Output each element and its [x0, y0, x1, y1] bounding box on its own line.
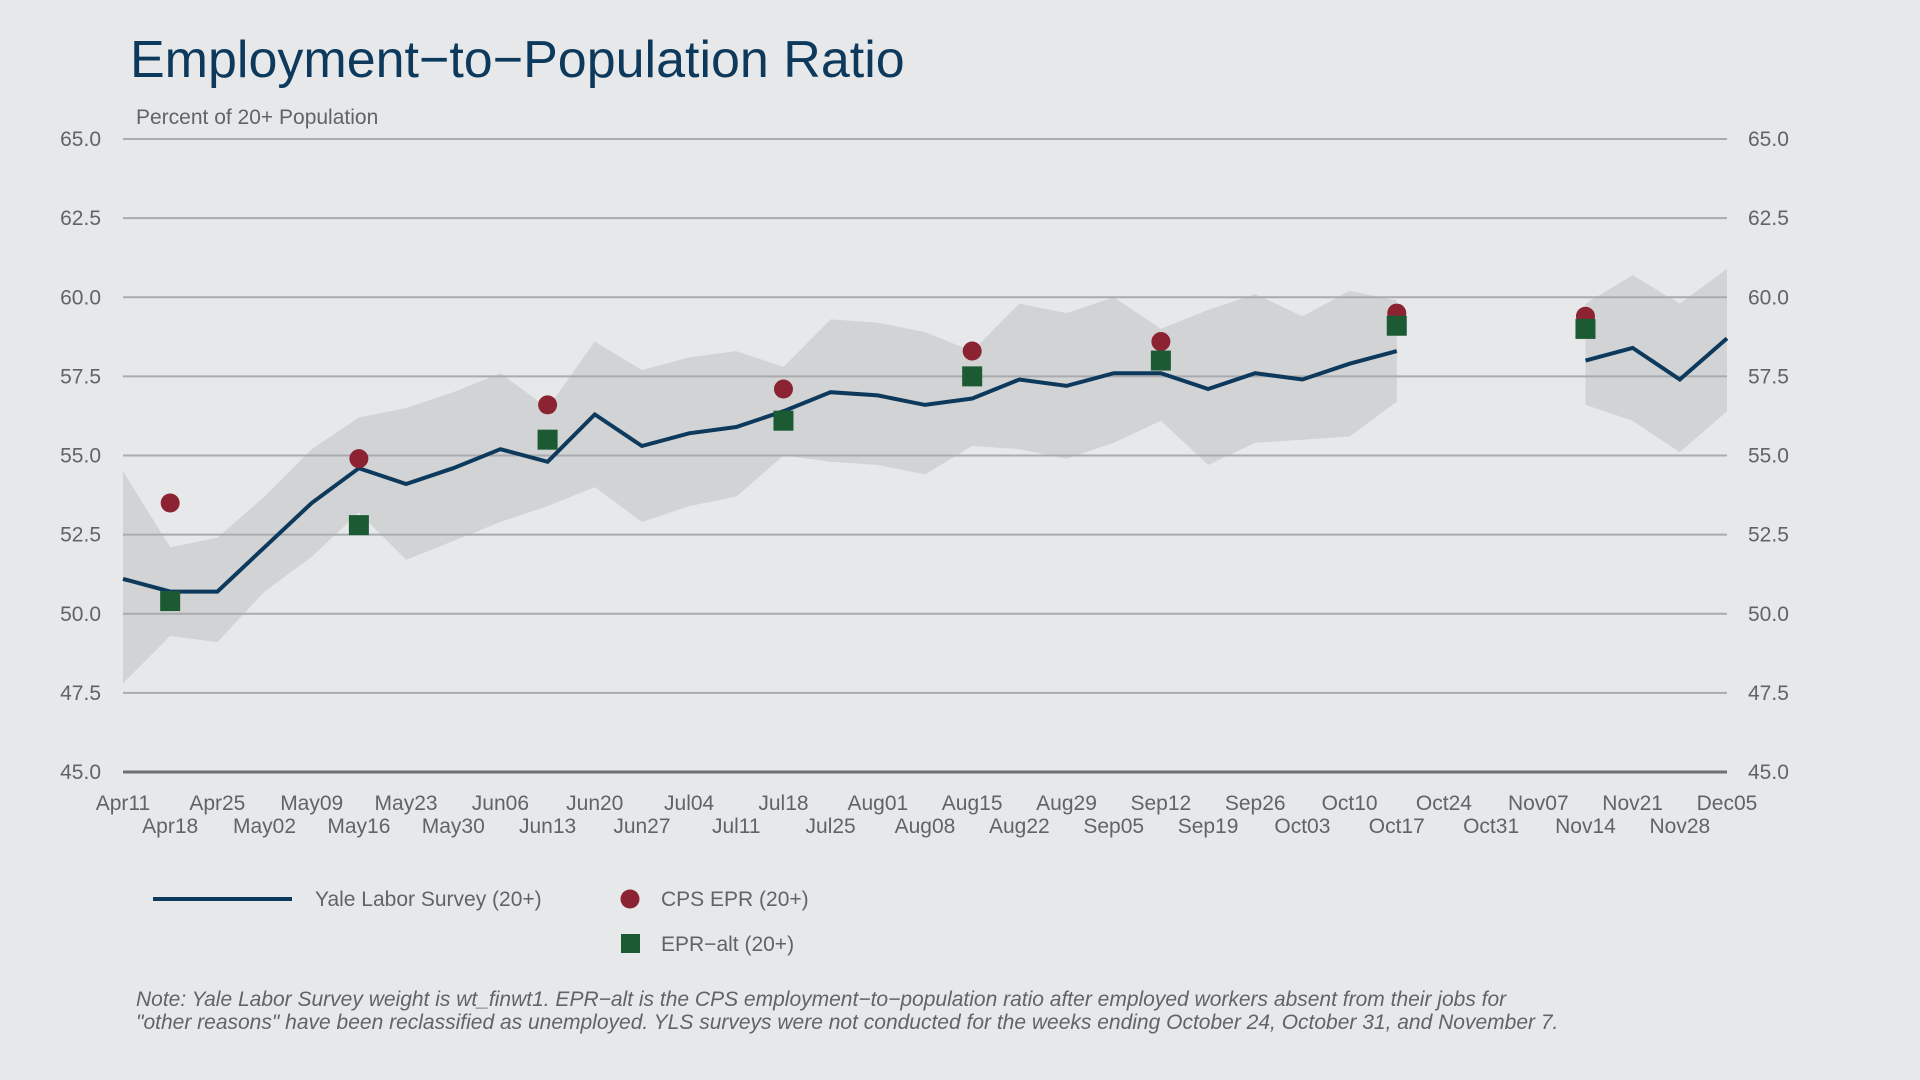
x-tick-Apr18: Apr18: [142, 815, 198, 838]
y-tick-left-55.0: 55.0: [60, 445, 101, 468]
x-tick-Nov07: Nov07: [1508, 792, 1569, 815]
y-tick-right-47.5: 47.5: [1748, 682, 1789, 705]
x-tick-Apr11: Apr11: [96, 792, 150, 815]
yls-series: [122, 336, 1729, 594]
y-tick-right-45.0: 45.0: [1748, 761, 1789, 784]
chart-title: Employment−to−Population Ratio: [130, 31, 905, 89]
x-tick-Jul25: Jul25: [806, 815, 856, 838]
x-tick-Oct17: Oct17: [1369, 815, 1425, 838]
x-tick-Oct31: Oct31: [1463, 815, 1519, 838]
cps-point-Apr18: [160, 493, 180, 513]
confidence-band-segment-2: [1585, 268, 1727, 453]
y-axis-right: 45.0 47.5 50.0 52.5 55.0 57.5 60.0 62.5 65.0: [1748, 128, 1789, 784]
x-tick-Jul04: Jul04: [664, 792, 715, 815]
y-tick-left-60.0: 60.0: [60, 286, 101, 309]
epr-alt-point-Apr18: [160, 591, 181, 612]
x-tick-Aug08: Aug08: [895, 815, 956, 838]
grid-lines: [123, 138, 1727, 774]
x-tick-Jul11: Jul11: [712, 815, 761, 838]
note-line-2: "other reasons" have been reclassified a…: [136, 1011, 1559, 1034]
y-tick-left-50.0: 50.0: [60, 603, 101, 626]
cps-point-Aug15: [962, 341, 982, 361]
x-tick-Sep26: Sep26: [1225, 792, 1286, 815]
x-tick-Jun27: Jun27: [613, 815, 670, 838]
epr-alt-point-Aug15: [962, 366, 983, 387]
chart-subtitle: Percent of 20+ Population: [136, 106, 379, 129]
y-tick-right-65.0: 65.0: [1748, 128, 1789, 151]
x-tick-Oct10: Oct10: [1322, 792, 1378, 815]
epr-alt-point-Sep12: [1150, 350, 1171, 371]
x-tick-May02: May02: [233, 815, 296, 838]
x-tick-Aug15: Aug15: [942, 792, 1003, 815]
epr-alt-point-Jul18: [773, 410, 794, 431]
legend-label-cps: CPS EPR (20+): [661, 888, 809, 911]
y-tick-right-52.5: 52.5: [1748, 524, 1789, 547]
x-tick-Sep19: Sep19: [1178, 815, 1239, 838]
x-tick-Jun20: Jun20: [566, 792, 623, 815]
x-tick-May30: May30: [422, 815, 485, 838]
epr-alt-series: [160, 315, 1596, 612]
legend-swatch-epr-alt: [621, 934, 640, 953]
y-tick-right-57.5: 57.5: [1748, 365, 1789, 388]
x-tick-Sep05: Sep05: [1083, 815, 1144, 838]
x-tick-May16: May16: [327, 815, 390, 838]
y-tick-left-52.5: 52.5: [60, 524, 101, 547]
x-tick-Apr25: Apr25: [189, 792, 245, 815]
x-tick-Nov14: Nov14: [1555, 815, 1616, 838]
epr-alt-point-May16: [348, 515, 369, 536]
x-tick-Aug22: Aug22: [989, 815, 1050, 838]
legend-label-epr-alt: EPR−alt (20+): [661, 933, 794, 956]
note-line-1: Note: Yale Labor Survey weight is wt_fin…: [136, 988, 1507, 1011]
x-tick-Jul18: Jul18: [758, 792, 808, 815]
x-tick-Aug29: Aug29: [1036, 792, 1097, 815]
y-tick-right-60.0: 60.0: [1748, 286, 1789, 309]
x-tick-Nov21: Nov21: [1602, 792, 1663, 815]
y-tick-left-62.5: 62.5: [60, 207, 101, 230]
epr-alt-point-Oct17: [1386, 315, 1407, 336]
cps-point-May16: [349, 449, 369, 469]
confidence-bands: [123, 268, 1727, 684]
epr-alt-point-Jun13: [537, 429, 558, 450]
x-tick-Oct24: Oct24: [1416, 792, 1472, 815]
epr-alt-point-Nov14: [1575, 318, 1596, 339]
y-tick-right-50.0: 50.0: [1748, 603, 1789, 626]
x-axis: Apr11Apr18Apr25May02May09May16May23May30…: [96, 792, 1758, 838]
legend-swatch-cps: [620, 889, 640, 909]
y-axis-left: 45.0 47.5 50.0 52.5 55.0 57.5 60.0 62.5 65.0: [60, 128, 101, 784]
x-tick-Oct03: Oct03: [1274, 815, 1330, 838]
cps-point-Sep12: [1151, 332, 1171, 352]
legend-label-yls: Yale Labor Survey (20+): [315, 888, 542, 911]
x-tick-Jun13: Jun13: [519, 815, 576, 838]
cps-point-Jun13: [538, 395, 558, 415]
yls-line-segment-1: [122, 349, 1398, 594]
x-tick-Jun06: Jun06: [472, 792, 529, 815]
y-tick-left-45.0: 45.0: [60, 761, 101, 784]
y-tick-right-55.0: 55.0: [1748, 445, 1789, 468]
cps-point-Jul18: [773, 379, 793, 399]
legend: Yale Labor Survey (20+) CPS EPR (20+) EPR−…: [153, 888, 809, 956]
confidence-band-segment-1: [123, 290, 1397, 684]
x-tick-Nov28: Nov28: [1649, 815, 1710, 838]
y-tick-left-47.5: 47.5: [60, 682, 101, 705]
yls-line-segment-2: [1584, 336, 1729, 383]
x-tick-Sep12: Sep12: [1131, 792, 1192, 815]
x-tick-May23: May23: [375, 792, 438, 815]
x-tick-Dec05: Dec05: [1697, 792, 1758, 815]
x-tick-Aug01: Aug01: [847, 792, 908, 815]
y-tick-left-57.5: 57.5: [60, 365, 101, 388]
x-tick-May09: May09: [280, 792, 343, 815]
y-tick-right-62.5: 62.5: [1748, 207, 1789, 230]
chart-note: Note: Yale Labor Survey weight is wt_fin…: [136, 988, 1836, 1034]
y-tick-left-65.0: 65.0: [60, 128, 101, 151]
